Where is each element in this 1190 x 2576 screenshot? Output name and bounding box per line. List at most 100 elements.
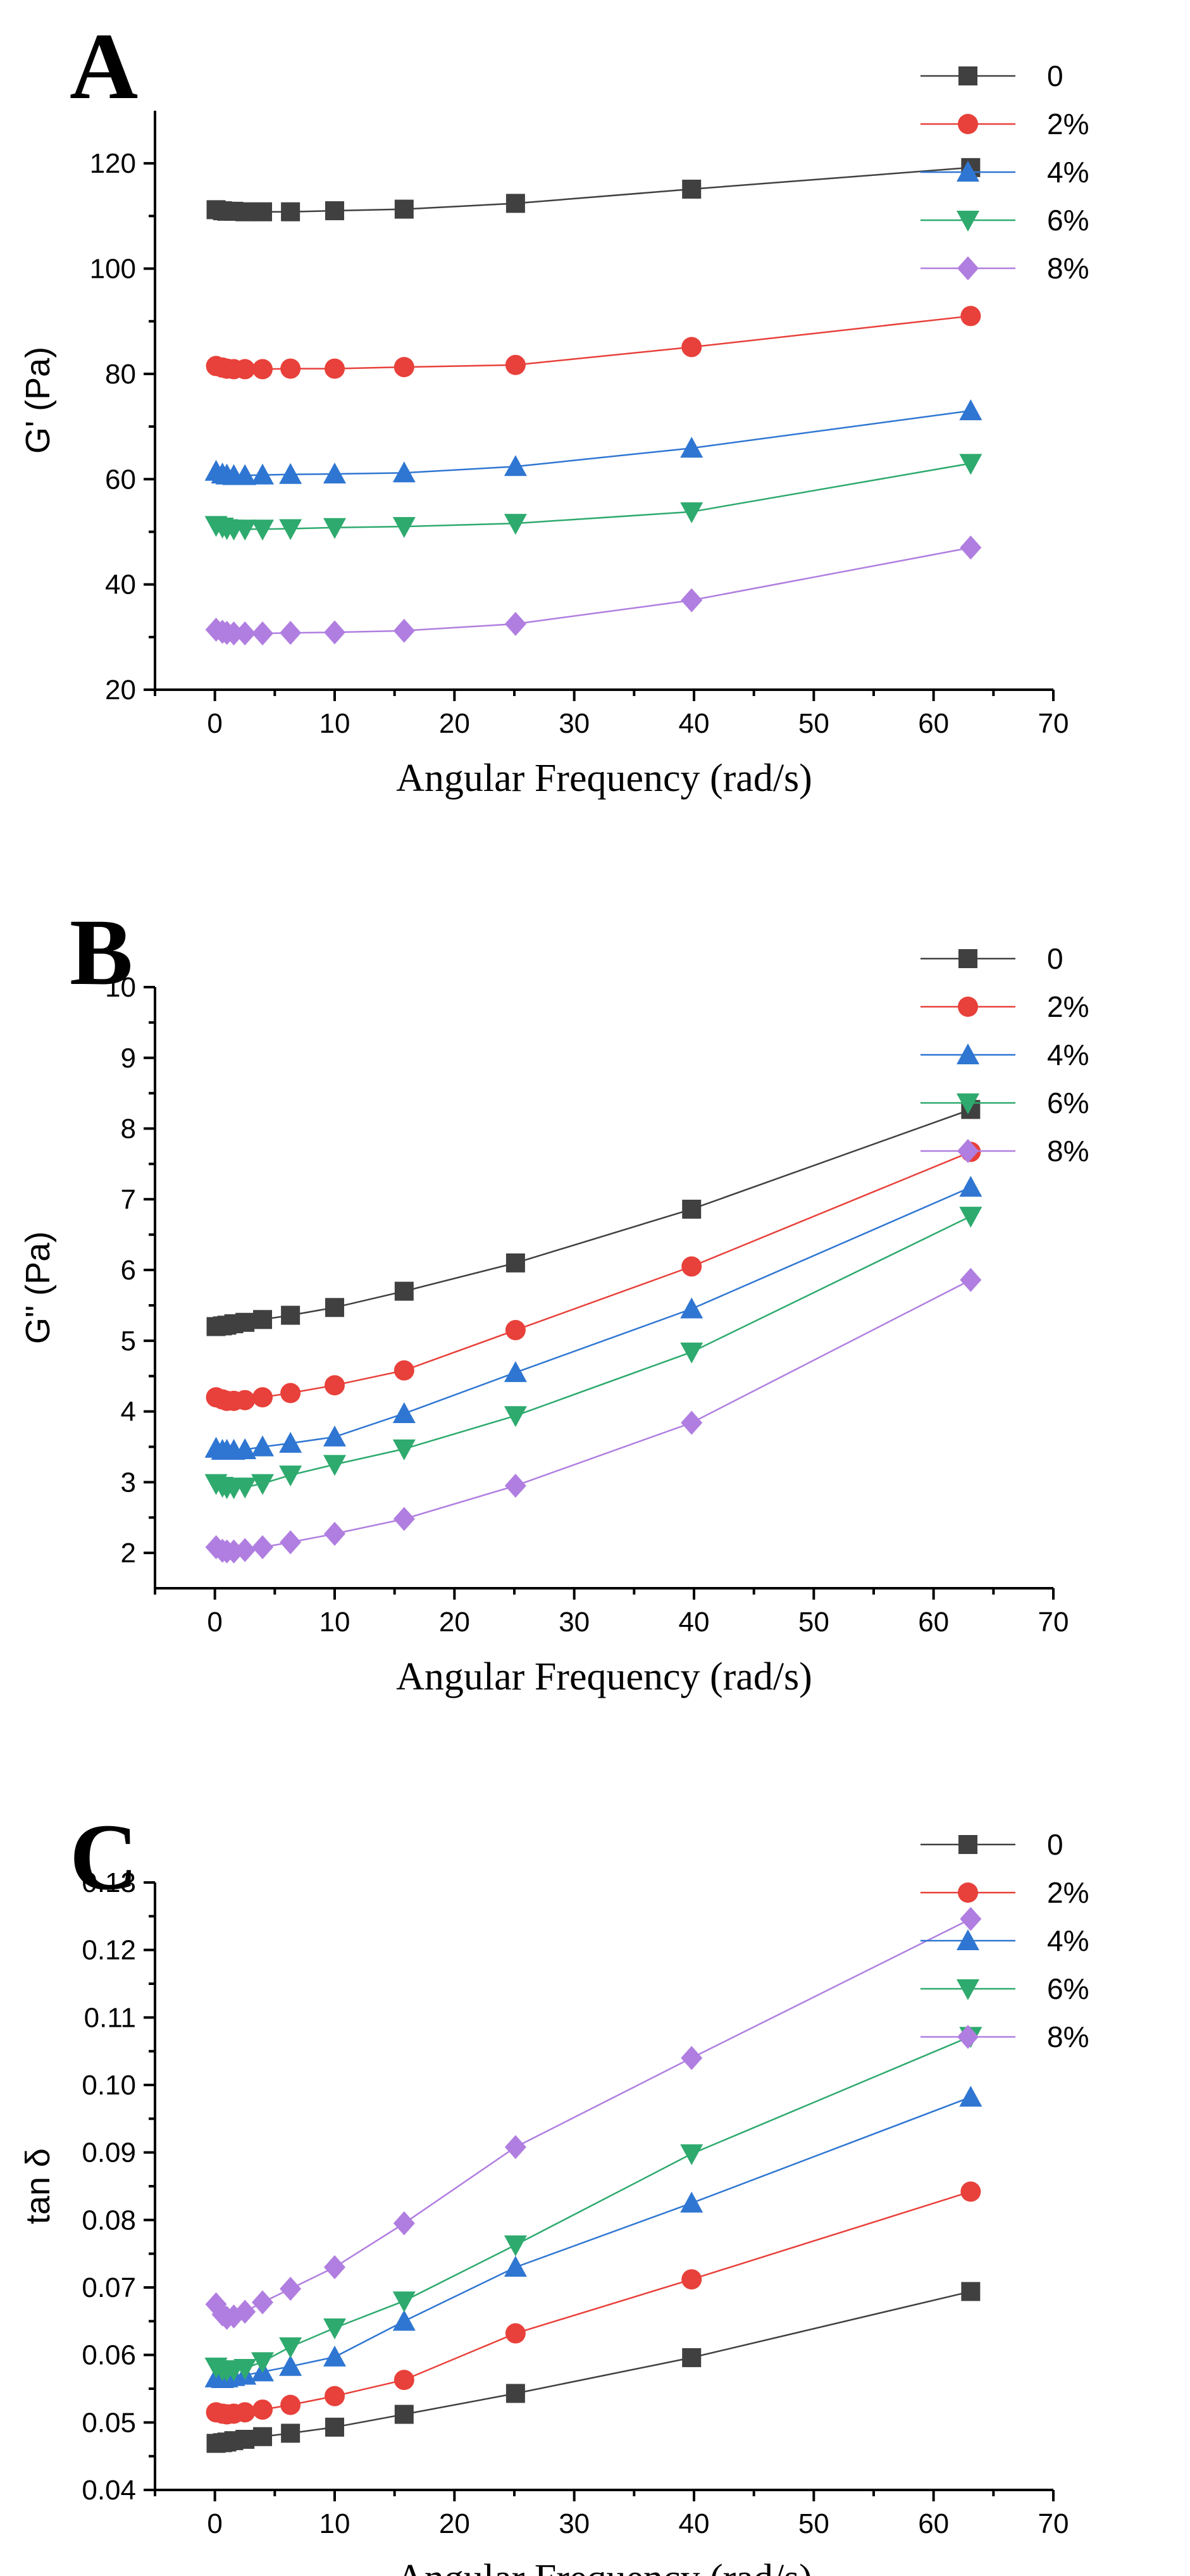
y-tick-label: 10 [105, 972, 136, 1003]
data-point [251, 1474, 275, 1495]
legend-marker [957, 1979, 979, 2000]
data-point [680, 502, 703, 523]
legend-item: 4% [920, 1038, 1089, 1071]
series-line [216, 2096, 971, 2380]
legend-item: 0 [920, 1828, 1063, 1861]
data-point [234, 2299, 256, 2324]
x-tick-label: 30 [559, 1607, 590, 1638]
data-point [394, 2405, 414, 2424]
data-point [681, 2269, 702, 2290]
y-tick-label: 7 [121, 1184, 136, 1215]
data-point [392, 1439, 416, 1460]
series-6pct [204, 1207, 982, 1500]
x-tick-label: 10 [319, 1607, 350, 1638]
legend-marker [958, 1882, 978, 1903]
x-tick-label: 0 [207, 708, 222, 739]
data-point [251, 2352, 275, 2374]
panel-label: B [70, 900, 133, 1005]
legend-item: 8% [920, 1135, 1089, 1167]
series-0 [206, 1100, 981, 1336]
y-axis-title: G" (Pa) [19, 1231, 57, 1344]
x-tick-label: 60 [918, 1607, 949, 1638]
x-tick-label: 30 [559, 2508, 590, 2539]
y-tick-label: 9 [121, 1043, 136, 1074]
data-point [960, 2181, 981, 2202]
data-point [392, 461, 416, 483]
y-tick-label: 0.10 [82, 2070, 136, 2101]
legend: 0 2% 4% 6% 8% [920, 1828, 1089, 2053]
y-tick-label: 100 [90, 254, 136, 285]
x-tick-label: 50 [798, 1607, 829, 1638]
data-point [252, 621, 274, 645]
legend-marker [957, 1043, 979, 1064]
x-tick-label: 10 [319, 2508, 350, 2539]
x-tick-label: 40 [679, 708, 710, 739]
series-line [215, 1918, 971, 2319]
data-point [324, 2255, 345, 2279]
y-tick-label: 2 [121, 1538, 136, 1569]
data-point [680, 437, 703, 458]
legend-item: 4% [920, 1924, 1089, 1957]
x-tick-label: 30 [559, 708, 590, 739]
data-point [680, 1297, 703, 1319]
data-point [253, 202, 273, 221]
y-tick-label: 3 [121, 1467, 136, 1498]
legend-marker [957, 1929, 979, 1950]
legend-item: 2% [920, 108, 1089, 140]
data-point [251, 1435, 275, 1457]
panel-label: C [70, 1805, 138, 1910]
series-8pct [205, 1267, 982, 1564]
data-point [394, 357, 414, 378]
x-tick-label: 70 [1038, 2508, 1069, 2539]
data-point [505, 1320, 526, 1341]
legend-label: 0 [1047, 59, 1063, 92]
data-point [680, 2191, 703, 2213]
data-point [960, 1267, 982, 1292]
x-tick-label: 20 [439, 1607, 470, 1638]
series-line [216, 547, 971, 635]
data-point [682, 1199, 702, 1219]
data-point [394, 1360, 414, 1381]
panel-b: B 0 10 20 30 40 50 60 70 2 3 4 5 6 7 8 9 10 Angular Freque… [19, 900, 1089, 1698]
panel-c: C 0 10 20 30 40 50 60 70 0.04 0.05 0.06 0.07 0.08 0.09… [19, 1805, 1089, 2576]
legend-item: 8% [920, 2020, 1089, 2053]
data-point [252, 359, 273, 380]
data-point [233, 1438, 257, 1459]
x-axis-title: Angular Frequency (rad/s) [396, 1655, 812, 1698]
series-4pct [204, 2086, 982, 2388]
data-point [233, 464, 257, 485]
data-point [393, 1507, 415, 1531]
data-point [325, 358, 345, 379]
legend-label: 6% [1047, 1972, 1089, 2005]
data-point [959, 1176, 982, 1197]
legend-marker [958, 997, 978, 1017]
x-tick-label: 60 [918, 2508, 949, 2539]
series-4pct [204, 399, 982, 485]
legend-label: 4% [1047, 1924, 1089, 1957]
series-4pct [204, 1176, 982, 1460]
data-point [235, 359, 256, 380]
data-point [280, 358, 301, 379]
data-point [505, 1253, 525, 1272]
data-point [279, 1431, 302, 1453]
legend: 0 2% 4% 6% 8% [920, 942, 1089, 1167]
legend-marker [957, 161, 979, 182]
series-6pct [204, 454, 982, 541]
legend-item: 0 [920, 942, 1063, 975]
x-tick-label: 50 [798, 708, 829, 739]
data-point [394, 1281, 414, 1301]
x-axis-title: Angular Frequency (rad/s) [396, 2557, 812, 2576]
legend-marker [958, 114, 978, 134]
data-point [394, 2370, 414, 2391]
data-point [960, 535, 982, 560]
legend-label: 8% [1047, 1135, 1089, 1167]
y-tick-label: 6 [121, 1255, 136, 1286]
legend-label: 6% [1047, 1086, 1089, 1119]
data-point [325, 201, 344, 221]
legend-label: 0 [1047, 1828, 1063, 1861]
data-point [323, 2318, 346, 2339]
data-point [281, 1305, 301, 1325]
data-point [279, 1465, 302, 1487]
data-point [281, 202, 301, 221]
